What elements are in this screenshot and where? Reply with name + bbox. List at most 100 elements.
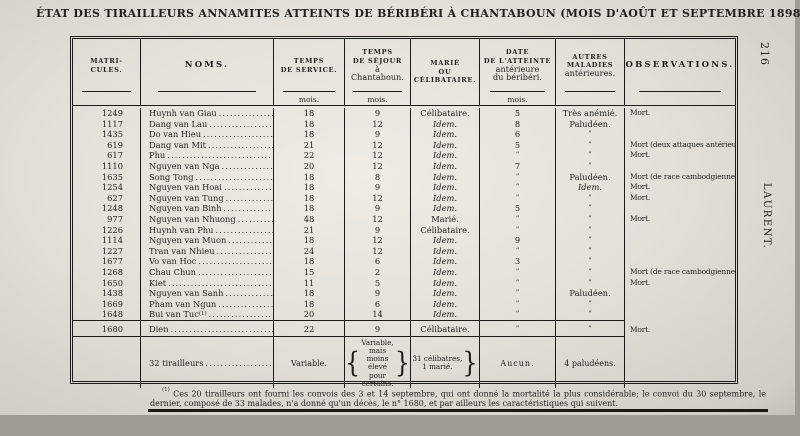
cell-sejour: 12 <box>345 118 411 130</box>
header-line: DE SERVICE. <box>280 65 338 74</box>
dot-leader <box>208 140 273 151</box>
dot-leader <box>209 309 273 320</box>
cell-service: 11 <box>274 277 345 289</box>
margin-author: LAURENT. <box>761 183 772 250</box>
cell-date: 3 <box>480 256 556 267</box>
cell-observations <box>625 256 735 267</box>
header-line: NOMS. <box>184 60 230 71</box>
cell-etat: Marié. <box>411 213 480 225</box>
cell-sejour: 9 <box>345 108 411 119</box>
header-label: MARIÉ OU CÉLIBATAIRE. <box>411 39 479 105</box>
cell-matricule: 619 <box>73 139 141 151</box>
summary-service: Variable. <box>274 338 345 389</box>
header-line: OBSERVATIONS. <box>625 60 735 71</box>
cell-etat: Idem. <box>411 203 480 214</box>
cell-sejour: 14 <box>345 309 411 320</box>
cell-service: 24 <box>274 245 345 257</box>
cell-observations <box>625 309 735 320</box>
dot-leader <box>206 359 273 368</box>
nom-text: Huynh van Giau <box>149 108 217 118</box>
cell-observations: Mort. <box>630 182 651 192</box>
beriberi-table: MATRI- CULES. NOMS. TEMPS DE SERVICE. mois. TE… <box>70 36 738 389</box>
nom-text: Phu <box>149 150 166 161</box>
summary-observations <box>625 339 735 388</box>
cell-date: ” <box>480 277 556 289</box>
footnote-marker: (1) <box>162 387 170 393</box>
cell-autres: ” <box>556 224 625 236</box>
nom-text: Nguyen van Nhuong <box>149 213 236 224</box>
right-brace: } <box>394 347 410 380</box>
cell-nom: Tran van Nhieu <box>141 245 274 257</box>
unit-label: mois. <box>298 95 320 104</box>
cell-matricule: 1635 <box>73 171 141 183</box>
header-line: AUTRES <box>572 52 608 61</box>
cell-matricule: 977 <box>73 213 141 225</box>
cell-date: ” <box>480 266 556 278</box>
separator-segment <box>73 335 141 339</box>
cell-date: 9 <box>480 235 556 246</box>
cell-service: 18 <box>274 118 345 130</box>
header-line: OU <box>438 67 452 76</box>
cell-observations: Mort. <box>630 108 651 117</box>
cell-observations: Mort. <box>630 324 651 334</box>
cell-sejour: 9 <box>345 288 411 299</box>
cell-date: ” <box>480 288 556 299</box>
cell-nom: Vo van Hoc <box>141 256 274 267</box>
cell-nom: Nguyen van Binh <box>141 203 274 214</box>
header-rule <box>639 91 721 92</box>
cell-sejour: 8 <box>345 171 411 183</box>
cell-matricule: 1110 <box>73 160 141 172</box>
cell-autres: ” <box>556 160 625 172</box>
cell-service: 18 <box>274 192 345 204</box>
left-brace: { <box>345 347 361 380</box>
nom-text: Nguyen van Binh <box>149 203 222 214</box>
scanned-page: ÉTAT DES TIRAILLEURS ANNAMITES ATTEINTS … <box>0 0 795 415</box>
cell-matricule: 1268 <box>73 266 141 278</box>
dot-leader <box>224 203 273 214</box>
cell-service: 48 <box>274 213 345 225</box>
header-sejour: TEMPS DE SÉJOUR à Chantaboun. mois. <box>345 39 411 105</box>
header-rule <box>564 91 616 92</box>
header-rule <box>81 91 132 92</box>
cell-service: 18 <box>274 256 345 267</box>
cell-etat: Idem. <box>411 288 480 299</box>
cell-service: 21 <box>274 224 345 236</box>
cell-observations: Mort (deux attaques antérieures). <box>630 139 735 149</box>
header-service: TEMPS DE SERVICE. mois. <box>274 39 345 105</box>
header-label: NOMS. <box>141 39 273 105</box>
header-label: OBSERVATIONS. <box>625 39 735 105</box>
cell-date: ” <box>480 224 556 236</box>
cell-autres: ” <box>556 235 625 246</box>
cell-autres: Paludéen. <box>556 118 625 130</box>
cell-autres: ” <box>556 298 625 310</box>
header-label: DATE DE L'ATTEINTE antérieure du béribéri. <box>480 39 555 105</box>
cell-nom: Pham van Ngun <box>141 298 274 310</box>
cell-sejour: 2 <box>345 266 411 278</box>
cell-observations <box>625 225 735 236</box>
header-line: MALADIES <box>566 61 614 70</box>
footnote-text: Ces 20 tirailleurs ont fourni les convoi… <box>150 389 766 409</box>
cell-matricule: 1650 <box>73 277 141 289</box>
cell-etat: Idem. <box>411 160 480 172</box>
separator-segment <box>556 319 625 323</box>
cell-autres: Paludéen. <box>556 171 625 183</box>
dot-leader <box>217 246 273 257</box>
header-observations: OBSERVATIONS. <box>625 39 735 105</box>
cell-matricule: 1669 <box>73 298 141 310</box>
cell-nom: Phu <box>141 150 274 161</box>
cell-observations: Mort (de race cambodgienne). <box>630 266 735 276</box>
cell-service: 18 <box>274 182 345 193</box>
header-line: DE L'ATTEINTE <box>483 56 552 65</box>
cell-nom: Nguyen van Nga <box>141 160 274 172</box>
table-header-row: MATRI- CULES. NOMS. TEMPS DE SERVICE. mois. TE… <box>73 39 735 106</box>
summary-etat: 31 célibatres, 1 marié. } <box>411 338 480 389</box>
dot-leader <box>203 129 273 140</box>
dot-leader <box>196 172 273 183</box>
plate-bottom-rule <box>148 409 768 412</box>
cell-matricule: 1680 <box>73 322 141 336</box>
cell-sejour: 12 <box>345 235 411 246</box>
cell-service: 20 <box>274 309 345 320</box>
